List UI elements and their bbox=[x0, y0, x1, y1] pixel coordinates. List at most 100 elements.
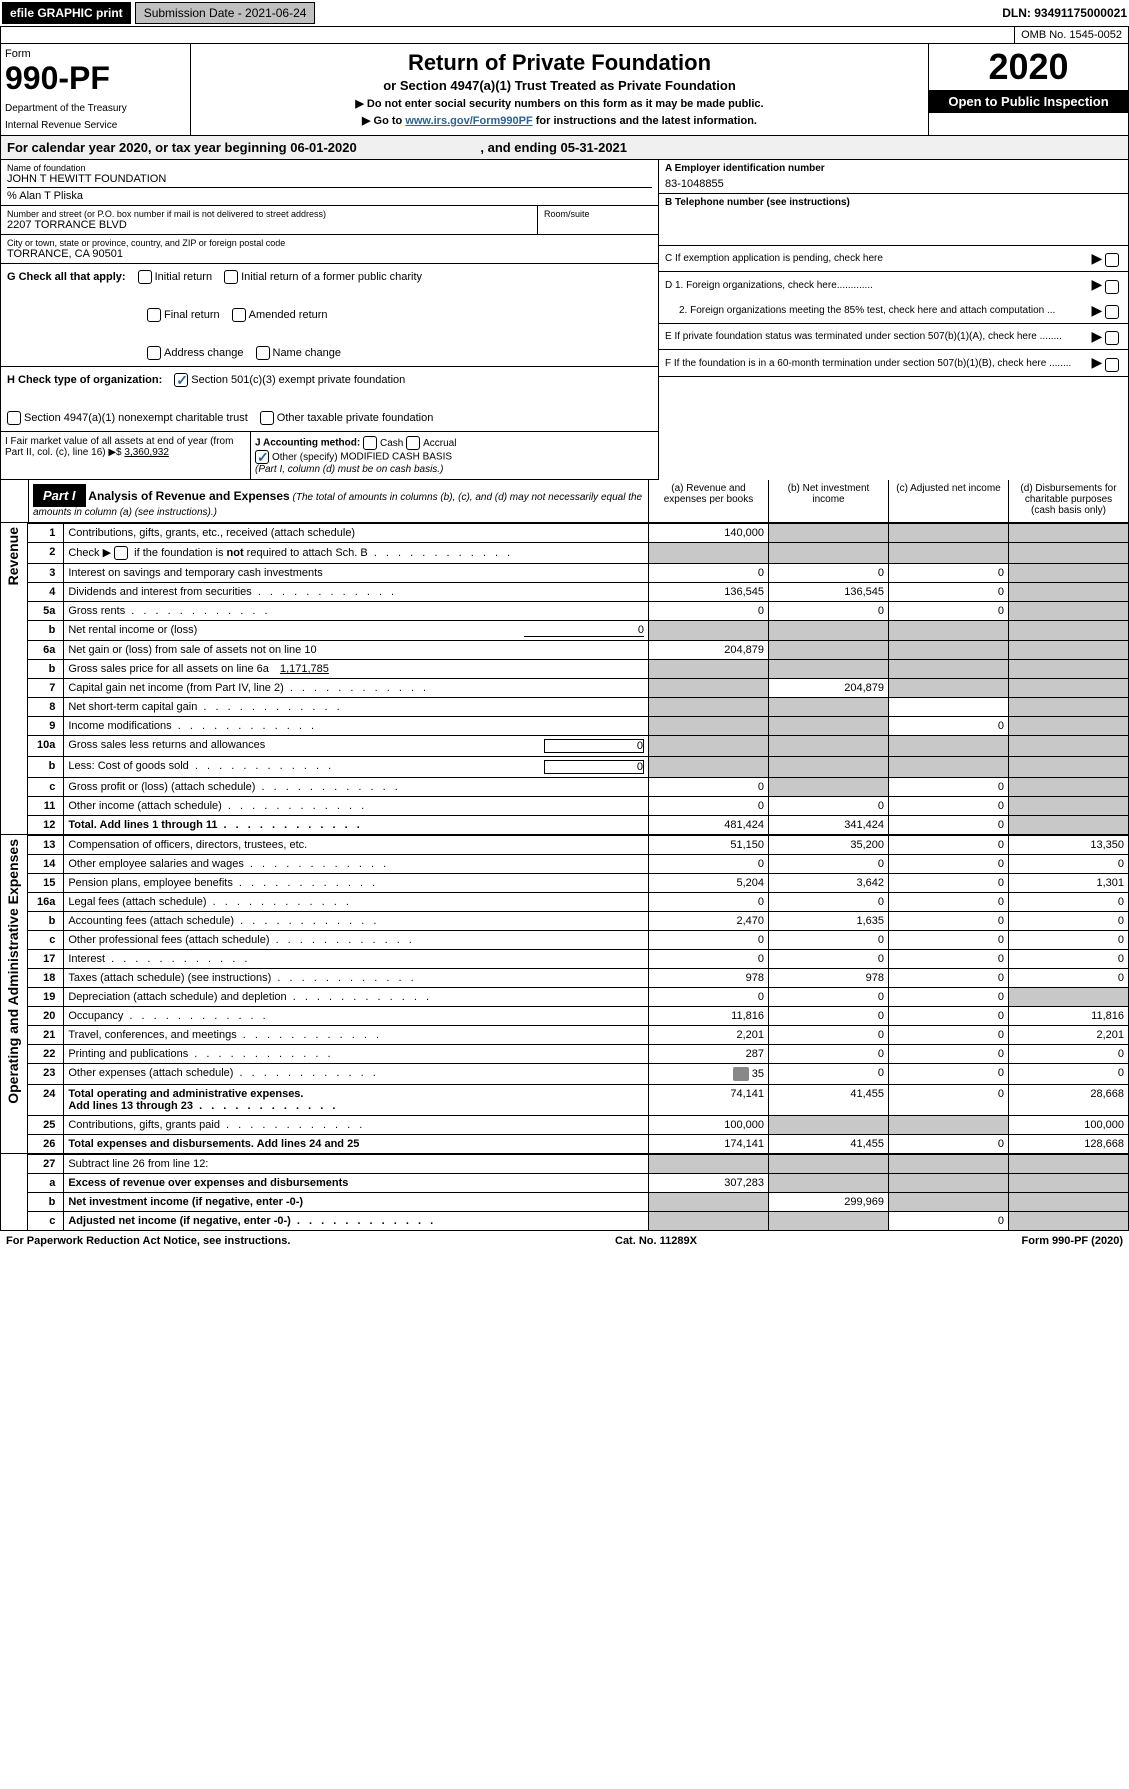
g-opt-initial[interactable]: Initial return bbox=[138, 270, 212, 284]
tel-label: B Telephone number (see instructions) bbox=[665, 197, 1122, 208]
irs-link[interactable]: www.irs.gov/Form990PF bbox=[405, 115, 532, 127]
line-26-b: 41,455 bbox=[769, 1135, 889, 1154]
j-cash[interactable]: Cash bbox=[363, 438, 403, 449]
line-6b-text: Gross sales price for all assets on line… bbox=[68, 663, 269, 675]
g-opt-address[interactable]: Address change bbox=[147, 346, 244, 360]
line-6a: 6aNet gain or (loss) from sale of assets… bbox=[28, 641, 1129, 660]
line-21-c: 0 bbox=[889, 1026, 1009, 1045]
line-27b: bNet investment income (if negative, ent… bbox=[28, 1193, 1129, 1212]
g-opt-final[interactable]: Final return bbox=[147, 308, 220, 322]
line-5a: 5aGross rents000 bbox=[28, 602, 1129, 621]
line-24-d: 28,668 bbox=[1009, 1085, 1129, 1116]
line-11-c: 0 bbox=[889, 797, 1009, 816]
line-4-b: 136,545 bbox=[769, 583, 889, 602]
line-22-desc: Printing and publications bbox=[64, 1045, 649, 1064]
h-opt-4947[interactable]: Section 4947(a)(1) nonexempt charitable … bbox=[7, 411, 248, 425]
line-18-d: 0 bbox=[1009, 969, 1129, 988]
line-18-c: 0 bbox=[889, 969, 1009, 988]
part1-title: Analysis of Revenue and Expenses bbox=[88, 489, 289, 503]
line-23-desc: Other expenses (attach schedule) bbox=[64, 1064, 649, 1085]
form-title: Return of Private Foundation bbox=[197, 50, 922, 76]
g-opt-name[interactable]: Name change bbox=[256, 346, 342, 360]
line-16c-a: 0 bbox=[649, 931, 769, 950]
line-15-b: 3,642 bbox=[769, 874, 889, 893]
line-2-checkbox[interactable] bbox=[114, 546, 128, 560]
omb-number: OMB No. 1545-0052 bbox=[1014, 27, 1128, 43]
j-other[interactable]: Other (specify) bbox=[255, 452, 338, 463]
form-number: 990-PF bbox=[5, 60, 186, 97]
info-right: A Employer identification number 83-1048… bbox=[658, 160, 1128, 480]
line-5b-text: Net rental income or (loss) bbox=[68, 624, 197, 636]
expenses-block: Operating and Administrative Expenses 13… bbox=[0, 835, 1129, 1154]
line-11-a: 0 bbox=[649, 797, 769, 816]
line-12-a: 481,424 bbox=[649, 816, 769, 835]
line-3-desc: Interest on savings and temporary cash i… bbox=[64, 564, 649, 583]
line-22: 22Printing and publications287000 bbox=[28, 1045, 1129, 1064]
line-19-desc: Depreciation (attach schedule) and deple… bbox=[64, 988, 649, 1007]
line-20: 20Occupancy11,8160011,816 bbox=[28, 1007, 1129, 1026]
line-18-b: 978 bbox=[769, 969, 889, 988]
ein-cell: A Employer identification number 83-1048… bbox=[659, 160, 1128, 194]
e-label: E If private foundation status was termi… bbox=[665, 331, 1062, 342]
line-17-d: 0 bbox=[1009, 950, 1129, 969]
g-opt-initial-former[interactable]: Initial return of a former public charit… bbox=[224, 270, 422, 284]
e-checkbox[interactable]: ▶ bbox=[1091, 328, 1122, 345]
line-12-desc: Total. Add lines 1 through 11 bbox=[64, 816, 649, 835]
expenses-table: 13Compensation of officers, directors, t… bbox=[27, 835, 1129, 1154]
line-8-desc: Net short-term capital gain bbox=[64, 698, 649, 717]
c-label: C If exemption application is pending, c… bbox=[665, 253, 883, 264]
line-16a-d: 0 bbox=[1009, 893, 1129, 912]
part1-header-row: Part I Analysis of Revenue and Expenses … bbox=[0, 480, 1129, 523]
foundation-name: JOHN T HEWITT FOUNDATION bbox=[7, 173, 652, 185]
line-24-b: 41,455 bbox=[769, 1085, 889, 1116]
line-11-b: 0 bbox=[769, 797, 889, 816]
line-21-a: 2,201 bbox=[649, 1026, 769, 1045]
room-label: Room/suite bbox=[544, 209, 652, 219]
d1-checkbox[interactable]: ▶ bbox=[1091, 276, 1122, 293]
h-opt-501c3[interactable]: Section 501(c)(3) exempt private foundat… bbox=[174, 373, 405, 387]
line-13-a: 51,150 bbox=[649, 836, 769, 855]
line-2-desc: Check ▶ if the foundation is not require… bbox=[64, 543, 649, 564]
line-5b-desc: Net rental income or (loss) 0 bbox=[64, 621, 649, 641]
line-22-b: 0 bbox=[769, 1045, 889, 1064]
g-opt-amended[interactable]: Amended return bbox=[232, 308, 328, 322]
line-10a-desc: Gross sales less returns and allowances … bbox=[64, 736, 649, 757]
h-opt-other[interactable]: Other taxable private foundation bbox=[260, 411, 434, 425]
line-16c: cOther professional fees (attach schedul… bbox=[28, 931, 1129, 950]
c-checkbox[interactable]: ▶ bbox=[1091, 250, 1122, 267]
d2-check: 2. Foreign organizations meeting the 85%… bbox=[659, 298, 1128, 324]
line-17-b: 0 bbox=[769, 950, 889, 969]
line-17-desc: Interest bbox=[64, 950, 649, 969]
part1-spacer bbox=[1, 480, 29, 522]
h-label: H Check type of organization: bbox=[7, 374, 162, 386]
street-cell: Number and street (or P.O. box number if… bbox=[1, 206, 538, 235]
d2-checkbox[interactable]: ▶ bbox=[1091, 302, 1122, 319]
line-17: 17Interest0000 bbox=[28, 950, 1129, 969]
line-10c-desc: Gross profit or (loss) (attach schedule) bbox=[64, 778, 649, 797]
line-4: 4Dividends and interest from securities1… bbox=[28, 583, 1129, 602]
part1-badge: Part I bbox=[33, 484, 86, 507]
e-check: E If private foundation status was termi… bbox=[659, 324, 1128, 350]
line-21-b: 0 bbox=[769, 1026, 889, 1045]
line-5a-desc: Gross rents bbox=[64, 602, 649, 621]
line-5b: bNet rental income or (loss) 0 bbox=[28, 621, 1129, 641]
line-16a-c: 0 bbox=[889, 893, 1009, 912]
h-opt1-label: Section 501(c)(3) exempt private foundat… bbox=[191, 374, 405, 386]
expenses-label-cell: Operating and Administrative Expenses bbox=[0, 835, 27, 1154]
addr-label: Number and street (or P.O. box number if… bbox=[7, 209, 531, 219]
form-label: Form bbox=[5, 48, 186, 60]
line-10b-desc: Less: Cost of goods sold 0 bbox=[64, 757, 649, 778]
f-label: F If the foundation is in a 60-month ter… bbox=[665, 358, 1071, 369]
f-checkbox[interactable]: ▶ bbox=[1091, 354, 1122, 371]
line-10c-a: 0 bbox=[649, 778, 769, 797]
line-20-c: 0 bbox=[889, 1007, 1009, 1026]
line-14-b: 0 bbox=[769, 855, 889, 874]
revenue-block: Revenue 1Contributions, gifts, grants, e… bbox=[0, 523, 1129, 835]
j-accrual[interactable]: Accrual bbox=[406, 438, 456, 449]
line-5a-c: 0 bbox=[889, 602, 1009, 621]
line-26-d: 128,668 bbox=[1009, 1135, 1129, 1154]
line-7-desc: Capital gain net income (from Part IV, l… bbox=[64, 679, 649, 698]
line-16b-a: 2,470 bbox=[649, 912, 769, 931]
line-10b-text: Less: Cost of goods sold bbox=[68, 760, 188, 772]
attachment-icon[interactable] bbox=[733, 1067, 749, 1081]
